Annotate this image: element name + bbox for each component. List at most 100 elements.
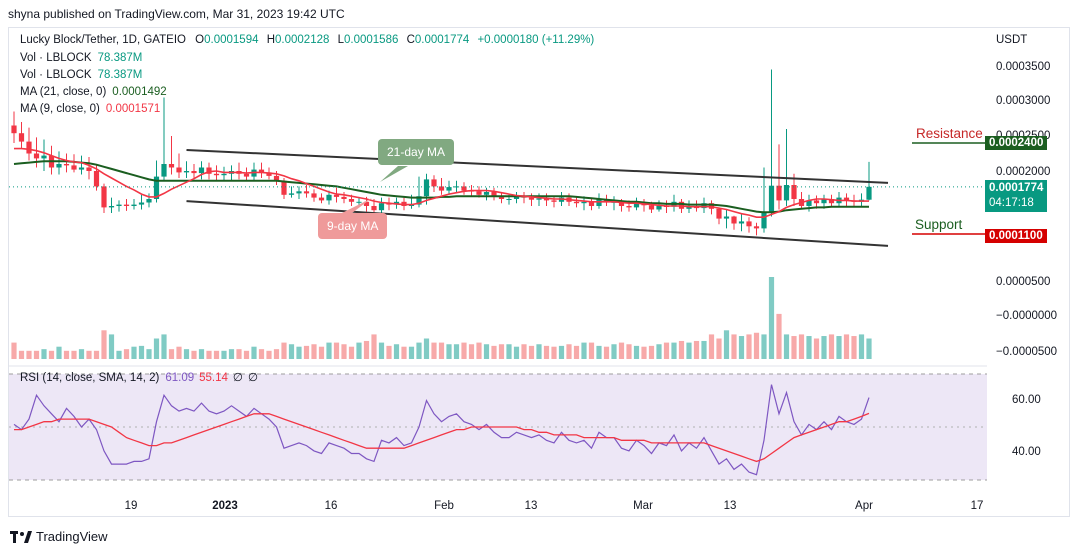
volume-bar [191, 350, 197, 359]
candle-body [738, 221, 745, 224]
time-tick: Mar [633, 500, 653, 512]
candle-body [498, 196, 505, 199]
upper-channel-line [186, 149, 889, 184]
time-tick: 13 [723, 500, 737, 512]
candle-body [536, 198, 542, 200]
volume-bar [476, 342, 482, 359]
volume-bar [251, 346, 257, 359]
open-value: 0.0001594 [204, 34, 259, 46]
candle-body [813, 200, 820, 204]
volume-bar [206, 350, 212, 359]
volume-bar [836, 336, 842, 359]
volume-bar [798, 334, 805, 359]
support-label: Support [915, 217, 963, 232]
volume-bar [108, 334, 115, 359]
volume-bar [378, 342, 385, 359]
volume-bar [138, 345, 145, 359]
volume-bar [753, 332, 760, 359]
candle-body [273, 175, 280, 181]
candle-body [318, 197, 325, 201]
volume-bar [63, 350, 70, 359]
volume-bar [371, 334, 377, 359]
ma9-callout: 9-day MA [318, 213, 388, 239]
current-price-tag: 0.0001774 04:17:18 [985, 180, 1048, 212]
low-value: 0.0001586 [344, 34, 399, 46]
volume-bar [716, 338, 722, 359]
candle-body [153, 176, 160, 199]
candle-body [108, 206, 115, 208]
volume-bar [393, 344, 400, 359]
volume-bar [423, 338, 430, 359]
candle-body [71, 165, 77, 170]
volume-bar [611, 344, 617, 359]
ma21-value: 0.0001492 [112, 86, 167, 98]
volume-bar [791, 336, 797, 359]
volume-bar [348, 346, 355, 359]
candle-body [761, 213, 767, 229]
candle-body [123, 204, 130, 206]
volume-bar [258, 349, 265, 359]
candle-body [783, 185, 790, 201]
volume-bar [603, 346, 610, 359]
candle-body [86, 167, 92, 171]
volume-bar [498, 344, 505, 359]
volume-bar [633, 345, 640, 359]
volume-bar [641, 346, 647, 359]
high-value: 0.0002128 [275, 34, 330, 46]
volume-bar [18, 350, 25, 359]
candle-body [656, 206, 662, 210]
volume-legend-1: Vol · LBLOCK 78.387M [20, 52, 142, 64]
price-tick: 0.0003500 [996, 61, 1051, 73]
candle-body [243, 173, 250, 177]
volume-bar [363, 340, 370, 359]
volume-label-1: Vol · LBLOCK [20, 52, 92, 64]
open-key: O [195, 34, 205, 46]
volume-bar [461, 342, 467, 359]
candle-body [326, 194, 332, 201]
candle-body [63, 164, 70, 166]
ma9-label: MA (9, close, 0) [20, 103, 100, 115]
ma9-line [14, 147, 869, 218]
price-tick: 0.0000500 [996, 276, 1051, 288]
candle-body [716, 208, 722, 219]
candle-body [56, 164, 62, 168]
candle-body [296, 191, 302, 194]
rsi-tick: 40.00 [1012, 446, 1041, 458]
price-tick: −0.0000500 [996, 346, 1058, 358]
volume-bar [48, 350, 55, 359]
candle-body [221, 173, 227, 176]
candle-body [371, 206, 377, 211]
volume-bar [318, 346, 325, 359]
volume-bar [573, 345, 580, 359]
volume-bar [701, 340, 707, 359]
volume-bar [236, 349, 242, 359]
candle-body [731, 216, 737, 224]
candle-body [431, 179, 437, 187]
volume-legend-2: Vol · LBLOCK 78.387M [20, 69, 142, 81]
volume-bar [356, 342, 362, 359]
volume-bar [416, 342, 422, 359]
candle-body [303, 191, 310, 194]
candle-body [806, 200, 812, 206]
candle-body [116, 204, 122, 206]
support-price-tag: 0.0001100 [985, 229, 1047, 243]
volume-bar [303, 345, 310, 359]
rsi-legend: RSI (14, close, SMA, 14, 2) 61.09 55.14 ∅ ∅ [20, 370, 258, 384]
volume-bar [693, 340, 700, 359]
volume-bar [33, 350, 40, 359]
tradingview-footer[interactable]: TradingView [10, 529, 108, 544]
volume-bar [858, 334, 865, 359]
volume-bar [731, 334, 737, 359]
volume-bar [288, 344, 295, 359]
volume-bar [746, 334, 752, 359]
volume-bar [273, 349, 280, 359]
volume-bar [686, 342, 692, 359]
candle-body [701, 203, 707, 209]
publication-header: shyna published on TradingView.com, Mar … [8, 7, 345, 21]
candle-body [41, 155, 47, 159]
candle-body [176, 167, 182, 173]
time-tick: Apr [855, 500, 873, 512]
close-value: 0.0001774 [414, 34, 470, 46]
candle-body [491, 192, 497, 197]
